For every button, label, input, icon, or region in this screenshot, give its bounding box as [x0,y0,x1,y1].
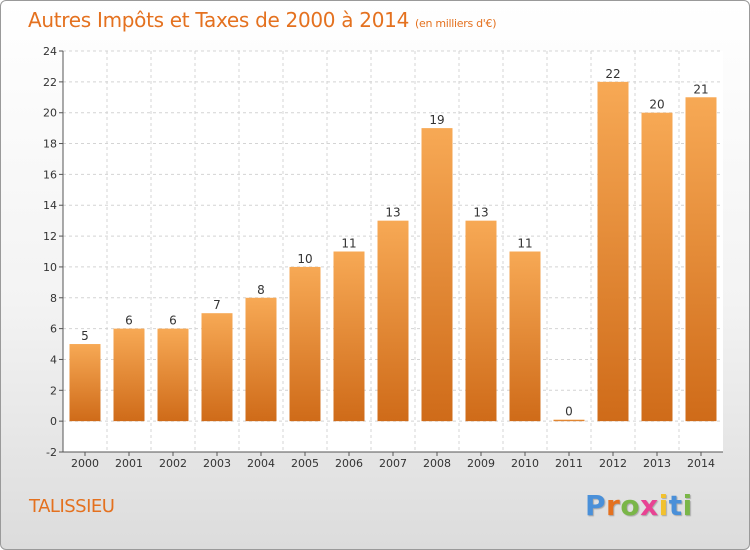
chart-title: Autres Impôts et Taxes de 2000 à 2014 (en… [28,8,496,32]
logo-letter: P [585,489,607,522]
data-label: 13 [473,206,488,220]
logo-letter: o [620,489,641,522]
y-tick-label: 2 [50,384,57,397]
y-tick-label: 6 [50,323,57,336]
y-tick-label: 18 [43,138,57,151]
bar [685,97,717,422]
bar [245,297,277,422]
bar [509,251,541,422]
x-tick-label: 2013 [643,457,671,470]
logo-letter: x [640,489,659,522]
data-label: 11 [341,237,356,251]
data-label: 6 [169,314,177,328]
bar [421,128,453,422]
x-tick-label: 2012 [599,457,627,470]
title-text: Autres Impôts et Taxes de 2000 à 2014 [28,8,409,32]
bar [597,81,629,422]
data-label: 6 [125,314,133,328]
x-tick-label: 2003 [203,457,231,470]
data-label: 11 [517,237,532,251]
chart-subtitle: (en milliers d'€) [415,17,497,30]
bar [377,220,409,422]
y-tick-label: 0 [50,415,57,428]
x-tick-label: 2011 [555,457,583,470]
y-tick-label: 24 [43,45,57,58]
y-tick-label: 12 [43,230,57,243]
data-label: 19 [429,113,444,127]
x-tick-label: 2009 [467,457,495,470]
x-tick-label: 2010 [511,457,539,470]
y-tick-label: 16 [43,168,57,181]
data-label: 10 [297,252,312,266]
data-label: 21 [693,82,708,96]
bar [553,419,585,422]
proxiti-logo: Proxiti [585,489,693,522]
x-tick-label: 2002 [159,457,187,470]
bar [289,266,321,422]
y-tick-label: 10 [43,261,57,274]
x-tick-label: 2006 [335,457,363,470]
bar [465,220,497,422]
y-tick-label: 8 [50,292,57,305]
logo-letter: i [682,489,693,522]
bar [113,328,145,422]
data-label: 20 [649,98,664,112]
bar [69,344,101,422]
x-tick-label: 2008 [423,457,451,470]
x-tick-label: 2001 [115,457,143,470]
x-tick-label: 2005 [291,457,319,470]
bar [641,112,673,422]
x-tick-label: 2004 [247,457,275,470]
y-tick-label: 4 [50,353,57,366]
y-tick-label: 14 [43,199,57,212]
bar [333,251,365,422]
data-label: 7 [213,298,221,312]
commune-name: TALISSIEU [29,496,115,517]
y-tick-label: 22 [43,76,57,89]
logo-letter: i [658,489,669,522]
data-label: 5 [81,329,89,343]
x-tick-label: 2000 [71,457,99,470]
y-tick-label: -2 [46,446,57,459]
x-tick-label: 2014 [687,457,715,470]
logo-letter: t [668,489,683,522]
data-label: 8 [257,283,265,297]
bar [157,328,189,422]
data-label: 13 [385,206,400,220]
y-tick-label: 20 [43,107,57,120]
bar [201,313,233,422]
x-tick-label: 2007 [379,457,407,470]
data-label: 22 [605,67,620,81]
data-label: 0 [565,405,573,419]
logo-letter: r [606,489,621,522]
